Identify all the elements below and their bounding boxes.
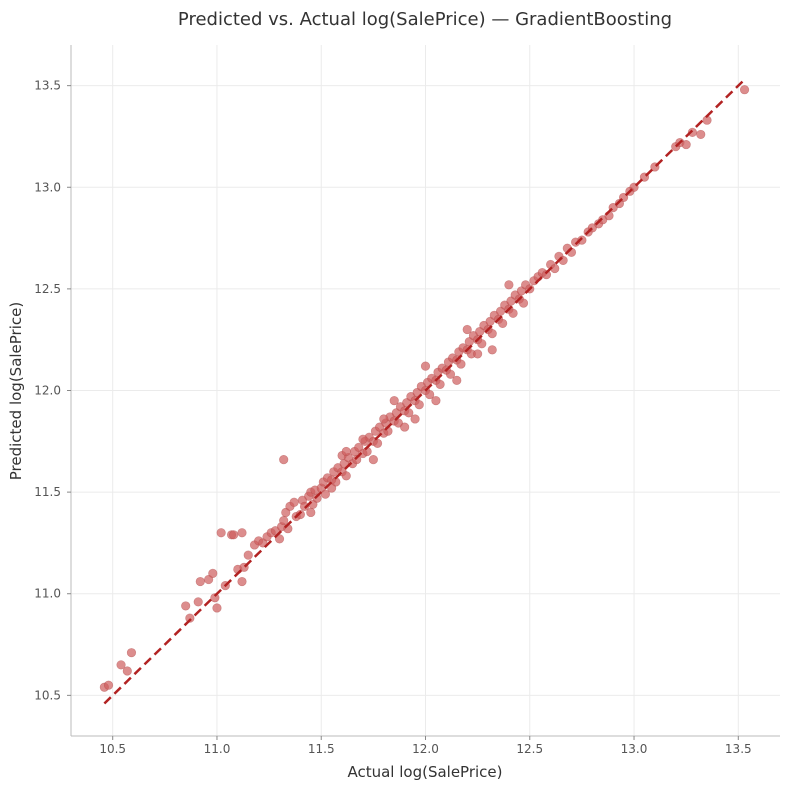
- scatter-point: [279, 455, 289, 465]
- points-layer: [99, 85, 750, 692]
- scatter-point: [739, 85, 750, 95]
- y-tick-label: 12.0: [34, 384, 61, 398]
- scatter-point: [289, 497, 299, 507]
- y-tick-label: 12.5: [34, 282, 61, 296]
- scatter-point: [237, 576, 247, 587]
- grid-layer: [71, 45, 780, 736]
- x-axis-label: Actual log(SalePrice): [347, 763, 502, 781]
- scatter-point: [341, 471, 351, 481]
- reference-line: [103, 78, 746, 705]
- scatter-point: [504, 280, 514, 290]
- scatter-point: [193, 597, 203, 607]
- scatter-point: [389, 396, 399, 406]
- scatter-point: [508, 308, 518, 318]
- x-tick-label: 11.5: [308, 742, 335, 756]
- ticks-layer: 10.5 11.0 11.5 12.0 12.5 13.0 13.5 10.5 11.0 11.5…: [34, 79, 751, 756]
- scatter-point: [312, 493, 322, 503]
- scatter-point: [320, 489, 331, 499]
- y-tick-label: 11.0: [34, 587, 61, 601]
- scatter-point: [498, 318, 508, 329]
- scatter-point: [352, 455, 362, 465]
- scatter-point: [243, 550, 253, 560]
- chart-title: Predicted vs. Actual log(SalePrice) — Gr…: [178, 9, 672, 30]
- y-axis-label: Predicted log(SalePrice): [7, 302, 25, 480]
- scatter-point: [414, 400, 424, 410]
- y-tick-label: 11.5: [34, 485, 61, 499]
- scatter-point: [185, 613, 195, 623]
- x-tick-label: 10.5: [99, 742, 126, 756]
- scatter-point: [379, 414, 389, 424]
- scatter-point: [372, 438, 383, 448]
- scatter-point: [210, 593, 220, 603]
- scatter-point: [541, 270, 552, 280]
- x-tick-label: 12.5: [516, 742, 543, 756]
- scatter-point: [456, 359, 466, 369]
- scatter-point: [229, 530, 239, 540]
- scatter-point: [435, 379, 445, 390]
- x-tick-label: 13.5: [725, 742, 752, 756]
- y-tick-label: 10.5: [34, 688, 61, 702]
- scatter-point: [487, 328, 497, 339]
- scatter-point: [445, 369, 456, 379]
- scatter-point: [216, 528, 226, 538]
- scatter-point: [452, 375, 462, 385]
- y-tick-label: 13.0: [34, 180, 61, 194]
- scatter-point: [126, 648, 137, 658]
- scatter-point: [274, 534, 285, 544]
- scatter-point: [103, 680, 114, 690]
- scatter-point: [477, 339, 487, 349]
- scatter-point: [681, 139, 691, 150]
- scatter-point: [279, 515, 289, 526]
- scatter-point: [410, 414, 420, 424]
- scatter-point: [518, 298, 529, 308]
- scatter-point: [181, 601, 191, 611]
- x-tick-label: 11.0: [204, 742, 231, 756]
- scatter-point: [696, 129, 706, 140]
- scatter-point: [420, 361, 431, 371]
- scatter-point: [487, 345, 497, 355]
- scatter-point: [358, 434, 368, 444]
- scatter-point: [431, 396, 441, 406]
- scatter-point: [208, 568, 218, 579]
- scatter-point: [577, 235, 587, 245]
- scatter-point: [327, 483, 337, 493]
- x-tick-label: 13.0: [621, 742, 648, 756]
- scatter-point: [425, 389, 435, 400]
- scatter-point: [404, 408, 414, 418]
- scatter-point: [116, 660, 126, 670]
- x-tick-label: 12.0: [412, 742, 439, 756]
- scatter-point: [306, 507, 316, 518]
- scatter-point: [237, 528, 247, 538]
- scatter-point: [295, 509, 305, 520]
- scatter-point: [212, 603, 222, 613]
- y-tick-label: 13.5: [34, 79, 61, 93]
- scatter-point: [195, 576, 205, 587]
- scatter-point: [462, 324, 472, 335]
- scatter-point: [122, 666, 132, 676]
- scatter-point: [400, 422, 410, 432]
- scatter-point: [473, 349, 483, 359]
- scatter-point: [368, 455, 378, 465]
- scatter-point: [341, 446, 351, 457]
